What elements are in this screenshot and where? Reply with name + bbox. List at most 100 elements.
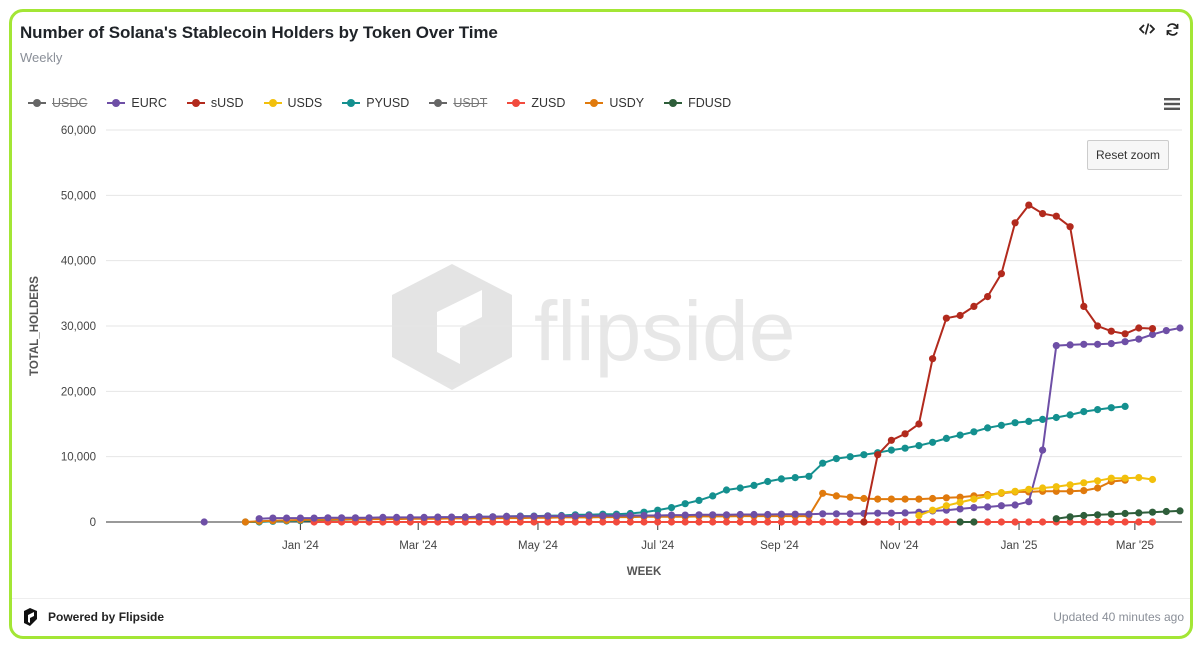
- data-point[interactable]: [791, 474, 799, 482]
- data-point[interactable]: [722, 518, 731, 526]
- data-point[interactable]: [874, 451, 882, 459]
- data-point[interactable]: [544, 512, 552, 520]
- data-point[interactable]: [1039, 415, 1047, 423]
- data-point[interactable]: [1052, 212, 1060, 220]
- data-point[interactable]: [1107, 340, 1115, 348]
- data-point[interactable]: [805, 472, 813, 480]
- data-point[interactable]: [448, 513, 456, 521]
- data-point[interactable]: [984, 424, 992, 432]
- data-point[interactable]: [1121, 402, 1129, 410]
- data-point[interactable]: [654, 506, 662, 514]
- data-point[interactable]: [1066, 487, 1074, 495]
- legend-item-susd[interactable]: sUSD: [186, 96, 244, 110]
- data-point[interactable]: [1011, 419, 1019, 427]
- data-point[interactable]: [942, 518, 951, 526]
- data-point[interactable]: [1011, 501, 1019, 509]
- data-point[interactable]: [557, 518, 566, 526]
- data-point[interactable]: [777, 518, 786, 526]
- data-point[interactable]: [585, 518, 593, 526]
- data-point[interactable]: [956, 505, 964, 513]
- data-point[interactable]: [915, 511, 923, 520]
- data-point[interactable]: [365, 514, 373, 522]
- data-point[interactable]: [475, 513, 483, 521]
- data-point[interactable]: [970, 428, 978, 436]
- data-point[interactable]: [846, 493, 854, 501]
- data-point[interactable]: [585, 512, 593, 520]
- data-point[interactable]: [722, 486, 731, 494]
- data-point[interactable]: [819, 518, 827, 526]
- data-point[interactable]: [874, 495, 882, 503]
- data-point[interactable]: [956, 493, 964, 501]
- data-point[interactable]: [887, 495, 896, 503]
- data-point[interactable]: [503, 512, 511, 520]
- data-point[interactable]: [1176, 507, 1184, 515]
- data-point[interactable]: [695, 496, 703, 504]
- data-point[interactable]: [832, 492, 841, 500]
- data-point[interactable]: [901, 509, 909, 517]
- data-point[interactable]: [1094, 340, 1102, 348]
- data-point[interactable]: [929, 355, 937, 363]
- data-point[interactable]: [736, 484, 744, 492]
- data-point[interactable]: [1162, 327, 1170, 335]
- data-point[interactable]: [791, 510, 799, 518]
- hamburger-menu-icon[interactable]: [1164, 97, 1180, 116]
- data-point[interactable]: [1121, 330, 1129, 338]
- data-point[interactable]: [626, 511, 634, 520]
- data-point[interactable]: [970, 504, 978, 512]
- data-point[interactable]: [667, 518, 676, 526]
- data-point[interactable]: [1107, 510, 1115, 518]
- data-point[interactable]: [860, 451, 868, 459]
- data-point[interactable]: [942, 314, 951, 322]
- data-point[interactable]: [984, 503, 992, 511]
- data-point[interactable]: [874, 509, 882, 517]
- data-point[interactable]: [571, 518, 579, 526]
- data-point[interactable]: [819, 510, 827, 518]
- data-point[interactable]: [1094, 477, 1102, 485]
- data-point[interactable]: [997, 489, 1006, 497]
- data-point[interactable]: [1052, 515, 1060, 523]
- data-point[interactable]: [1135, 518, 1143, 526]
- data-point[interactable]: [915, 420, 923, 428]
- data-point[interactable]: [997, 502, 1006, 510]
- data-point[interactable]: [846, 518, 854, 526]
- data-point[interactable]: [750, 481, 758, 489]
- footer-powered-by[interactable]: Powered by Flipside: [20, 607, 164, 627]
- data-point[interactable]: [832, 455, 841, 463]
- data-point[interactable]: [1094, 484, 1102, 492]
- data-point[interactable]: [1121, 509, 1129, 518]
- data-point[interactable]: [997, 270, 1006, 278]
- data-point[interactable]: [1080, 479, 1088, 487]
- data-point[interactable]: [791, 518, 799, 526]
- data-point[interactable]: [1148, 475, 1157, 484]
- data-point[interactable]: [750, 518, 758, 526]
- data-point[interactable]: [200, 518, 208, 526]
- data-point[interactable]: [832, 518, 841, 526]
- data-point[interactable]: [1107, 474, 1115, 482]
- data-point[interactable]: [283, 514, 291, 522]
- series-fdusd[interactable]: [956, 507, 1184, 526]
- data-point[interactable]: [750, 510, 758, 519]
- data-point[interactable]: [434, 513, 442, 521]
- data-point[interactable]: [832, 510, 841, 518]
- data-point[interactable]: [1039, 484, 1047, 492]
- data-point[interactable]: [1025, 201, 1033, 209]
- data-point[interactable]: [929, 506, 937, 514]
- data-point[interactable]: [819, 459, 827, 467]
- data-point[interactable]: [956, 311, 964, 320]
- data-point[interactable]: [1080, 511, 1088, 520]
- data-point[interactable]: [1025, 485, 1033, 493]
- data-point[interactable]: [1080, 518, 1088, 526]
- series-eurc[interactable]: [200, 324, 1184, 526]
- data-point[interactable]: [709, 511, 717, 519]
- data-point[interactable]: [503, 518, 511, 526]
- data-point[interactable]: [640, 511, 648, 520]
- data-point[interactable]: [1052, 342, 1060, 350]
- data-point[interactable]: [667, 504, 676, 512]
- data-point[interactable]: [709, 518, 717, 526]
- data-point[interactable]: [901, 518, 909, 526]
- data-point[interactable]: [1011, 219, 1019, 227]
- data-point[interactable]: [874, 518, 882, 526]
- data-point[interactable]: [1094, 406, 1102, 414]
- data-point[interactable]: [489, 518, 497, 526]
- data-point[interactable]: [1039, 518, 1047, 526]
